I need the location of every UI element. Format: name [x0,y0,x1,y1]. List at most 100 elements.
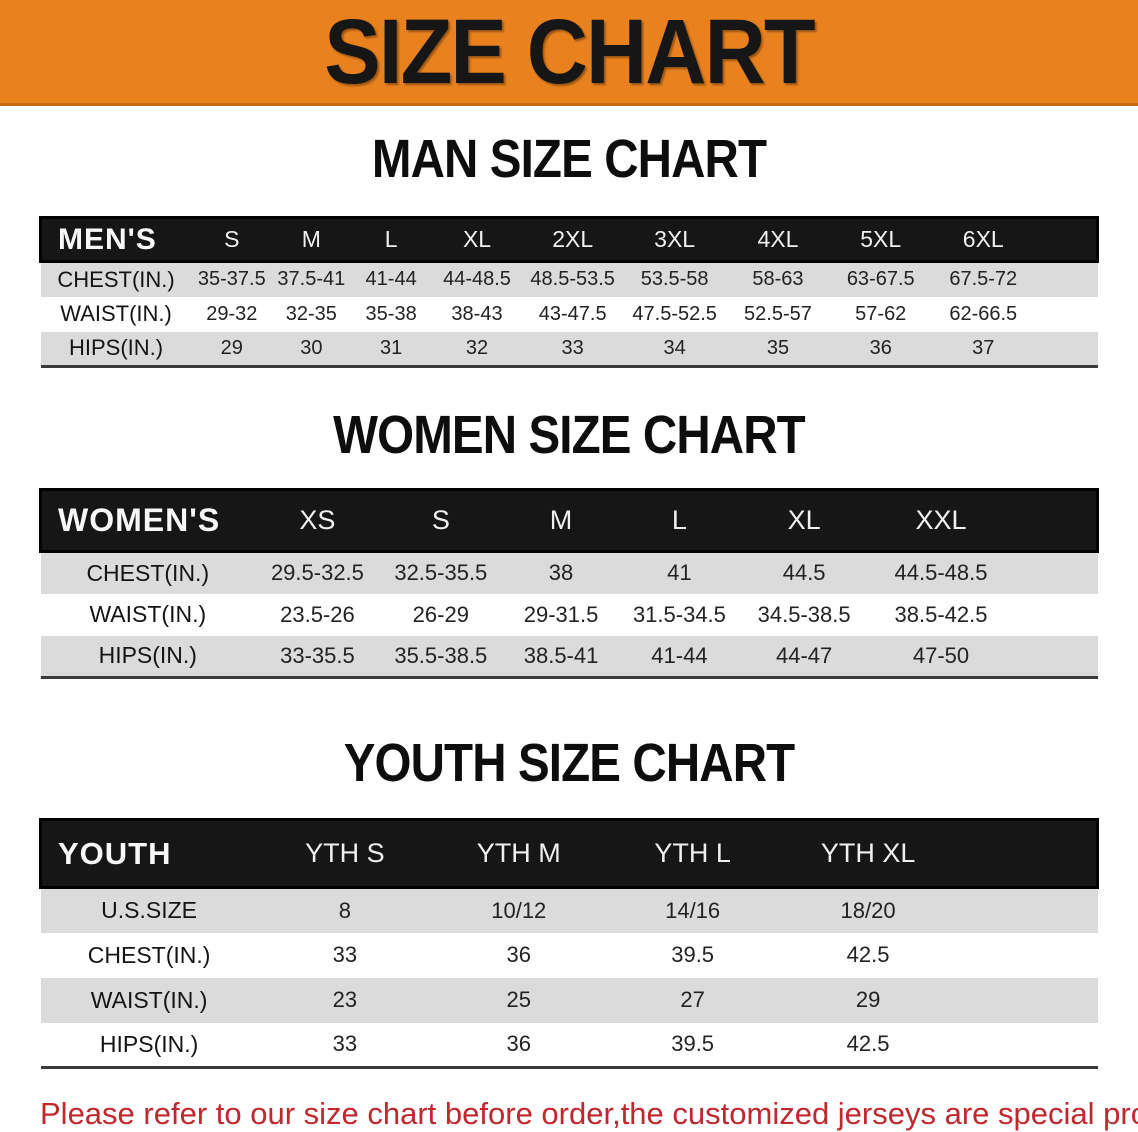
youth-column-header: YTH XL [820,838,916,868]
men-size-chart-heading: MAN SIZE CHART [0,130,1138,202]
youth-value-cell: 18/20 [840,897,896,923]
women-value-cell: 35.5-38.5 [394,642,488,668]
men-value-cell: 33 [561,336,584,359]
women-column-header: XS [299,505,336,535]
youth-header-row: YOUTH YTH S YTH M YTH L YTH XL [40,819,1098,888]
spacer-cell [1012,594,1097,636]
spacer-cell [956,820,1097,888]
men-value-cell: 58-63 [752,268,804,291]
women-value-cell: 29.5-32.5 [270,560,364,586]
spacer-cell [1012,636,1097,678]
youth-size-table: YOUTH YTH S YTH M YTH L YTH XL U.S.SIZE 8 10/12… [39,818,1099,1069]
spacer-cell [956,888,1097,933]
women-heading-text: WOMEN SIZE CHART [333,405,806,465]
page-title: SIZE CHART [324,0,815,103]
men-size-table: MEN'S S M L XL 2XL 3XL 4XL 5XL 6XL CHEST(IN.) 35-37… [39,216,1099,368]
spacer-cell [1035,332,1098,367]
men-value-cell: 63-67.5 [846,268,915,291]
men-value-cell: 29-32 [206,302,258,325]
men-value-cell: 38-43 [451,302,503,325]
men-value-cell: 37.5-41 [277,268,346,291]
youth-value-cell: 36 [506,942,531,967]
men-value-cell: 47.5-52.5 [632,302,717,325]
women-value-cell: 26-29 [412,601,469,627]
men-row-label: CHEST(IN.) [57,266,175,292]
men-value-cell: 35 [766,336,790,359]
men-value-cell: 36 [869,336,892,359]
men-column-header: 2XL [552,226,594,252]
youth-table-row: CHEST(IN.) 33 36 39.5 42.5 [40,932,1098,978]
youth-row-label: U.S.SIZE [101,897,198,924]
youth-column-header: YTH L [654,838,731,868]
youth-row-label: CHEST(IN.) [87,941,211,968]
men-value-cell: 48.5-53.5 [530,268,615,291]
men-column-header: 4XL [757,226,799,252]
women-value-cell: 29-31.5 [523,601,599,627]
spacer-cell [956,978,1097,1023]
women-column-header: M [549,505,573,535]
women-value-cell: 41-44 [651,642,708,668]
women-group-label: WOMEN'S [58,502,221,538]
women-column-header: XXL [915,505,967,535]
men-value-cell: 43-47.5 [538,302,607,325]
men-column-header: 5XL [860,226,902,252]
women-size-table: WOMEN'S XS S M L XL XXL CHEST(IN.) 29.5-32.5 32.5… [39,488,1099,679]
men-value-cell: 34 [663,336,686,359]
women-value-cell: 47-50 [912,642,970,668]
youth-value-cell: 8 [338,897,352,923]
women-value-cell: 34.5-38.5 [757,601,851,627]
men-value-cell: 67.5-72 [949,268,1018,291]
women-value-cell: 41 [667,560,692,586]
youth-value-cell: 36 [506,1031,531,1057]
women-column-header: S [431,505,450,535]
men-value-cell: 37 [972,336,995,359]
women-column-header: XL [787,505,821,535]
youth-value-cell: 27 [680,987,705,1012]
youth-column-header: YTH M [476,838,561,868]
youth-value-cell: 23 [332,987,358,1012]
youth-table-row: HIPS(IN.) 33 36 39.5 42.5 [40,1022,1098,1068]
spacer-cell [956,1023,1097,1068]
men-row-label: WAIST(IN.) [60,301,172,326]
spacer-cell [956,933,1097,978]
youth-value-cell: 29 [855,987,881,1012]
men-group-label: MEN'S [58,222,157,256]
men-value-cell: 41-44 [365,268,417,291]
youth-table-row: U.S.SIZE 8 10/12 14/16 18/20 [40,887,1098,933]
women-value-cell: 23.5-26 [280,601,355,627]
men-header-row: MEN'S S M L XL 2XL 3XL 4XL 5XL 6XL [40,217,1098,262]
youth-value-cell: 39.5 [671,1031,715,1057]
youth-value-cell: 33 [332,1031,358,1057]
men-size-section: MAN SIZE CHART MEN'S S M L XL 2XL 3XL 4XL 5XL 6XL C… [0,130,1138,368]
women-value-cell: 38.5-41 [523,642,599,668]
size-chart-banner: SIZE CHART [0,0,1138,106]
women-size-section: WOMEN SIZE CHART WOMEN'S XS S M L XL XXL CHEST(I… [0,406,1138,679]
men-value-cell: 32-35 [285,302,337,325]
women-row-label: CHEST(IN.) [86,559,210,586]
men-value-cell: 32 [465,336,489,359]
women-value-cell: 44-47 [776,642,833,668]
disclaimer: Please refer to our size chart before or… [0,1091,1138,1132]
youth-size-chart-heading: YOUTH SIZE CHART [0,734,1138,806]
youth-table-row: WAIST(IN.) 23 25 27 29 [40,977,1098,1023]
youth-value-cell: 25 [506,987,531,1012]
women-value-cell: 33-35.5 [280,642,355,668]
women-header-row: WOMEN'S XS S M L XL XXL [40,489,1098,552]
youth-column-header: YTH S [305,838,385,868]
youth-value-cell: 39.5 [671,942,715,967]
men-value-cell: 35-38 [365,302,417,325]
youth-row-label: WAIST(IN.) [90,986,208,1013]
women-row-label: HIPS(IN.) [98,642,197,669]
spacer-cell [1035,297,1098,332]
men-column-header: 6XL [962,226,1004,252]
youth-row-label: HIPS(IN.) [99,1030,199,1057]
women-value-cell: 44.5-48.5 [894,560,988,586]
youth-value-cell: 14/16 [665,897,721,923]
men-value-cell: 57-62 [855,302,907,325]
men-table-row: CHEST(IN.) 35-37.5 37.5-41 41-44 44-48.5 48.5… [40,261,1098,297]
men-column-header: S [224,226,240,252]
spacer-cell [1035,218,1098,262]
women-column-header: L [671,505,687,535]
women-value-cell: 38 [548,560,574,586]
women-value-cell: 32.5-35.5 [394,560,488,586]
